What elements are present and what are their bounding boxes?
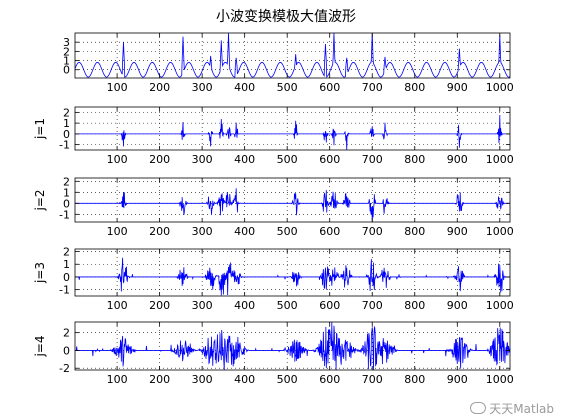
x-tick-label: 300 [192,153,213,166]
y-tick-label: 2 [63,175,70,188]
y-tick-label: 1 [63,117,70,130]
y-tick-label: -2 [59,362,70,375]
x-tick-label: 400 [234,373,255,386]
y-tick-label: 3 [63,36,70,49]
y-tick-label: 1 [63,186,70,199]
y-axis-label: j=4 [33,335,47,357]
x-tick-label: 400 [234,225,255,238]
x-tick-label: 1000 [486,225,514,238]
axes-box [74,177,511,223]
x-tick-label: 500 [277,81,298,94]
x-tick-label: 300 [192,225,213,238]
y-tick-label: 0 [63,64,70,77]
x-tick-label: 800 [404,81,425,94]
x-tick-label: 900 [447,373,468,386]
x-tick-label: 400 [234,153,255,166]
x-tick-label: 800 [404,299,425,312]
x-tick-label: 600 [319,153,340,166]
watermark-text: 天天Matlab [489,402,554,416]
x-tick-label: 1000 [486,373,514,386]
axes-box [74,248,511,297]
x-tick-label: 600 [319,81,340,94]
y-tick-label: 1 [63,55,70,68]
x-tick-label: 800 [404,225,425,238]
series-line-j=4 [75,321,511,371]
x-tick-label: 1000 [486,81,514,94]
y-axis-label: j=1 [33,118,47,140]
x-tick-label: 100 [107,81,128,94]
x-tick-label: 200 [149,153,170,166]
x-tick-label: 700 [362,153,383,166]
y-tick-label: -1 [59,284,70,297]
series-line-signal [74,32,511,78]
x-tick-label: 100 [107,153,128,166]
x-tick-label: 1000 [486,153,514,166]
x-tick-label: 200 [149,225,170,238]
figure-title: 小波变换模极大值波形 [216,8,356,25]
y-tick-label: 2 [63,246,70,259]
x-tick-label: 400 [234,81,255,94]
y-tick-label: 1 [63,258,70,271]
y-tick-label: 0 [63,197,70,210]
series-line-j=3 [75,257,510,296]
x-tick-label: 300 [192,81,213,94]
x-tick-label: 500 [277,299,298,312]
x-tick-label: 600 [319,373,340,386]
x-tick-label: 900 [447,153,468,166]
x-tick-label: 700 [362,299,383,312]
x-tick-label: 1000 [486,299,514,312]
x-tick-label: 300 [192,373,213,386]
x-tick-label: 500 [277,153,298,166]
axes-box [74,106,511,151]
x-tick-label: 300 [192,299,213,312]
y-axis-label: j=2 [33,189,47,211]
chart-panel-5: 100 200 300 400 500 600 700 800 900 1000 -2 0 2 j=4 [33,321,514,386]
y-tick-label: 2 [63,106,70,119]
x-tick-label: 700 [362,81,383,94]
x-tick-label: 200 [149,373,170,386]
x-tick-label: 100 [107,373,128,386]
y-tick-label: 0 [63,128,70,141]
wechat-logo-icon [470,402,487,414]
x-tick-label: 600 [319,299,340,312]
x-tick-label: 100 [107,299,128,312]
watermark: 天天Matlab [470,400,554,417]
x-tick-label: 600 [319,225,340,238]
x-tick-label: 200 [149,299,170,312]
y-tick-label: 2 [63,45,70,58]
y-tick-label: -1 [59,139,70,152]
series-line-j=2 [75,188,510,223]
x-tick-label: 200 [149,81,170,94]
x-tick-label: 100 [107,225,128,238]
series-line-j=1 [75,115,510,150]
y-tick-label: 0 [63,271,70,284]
x-tick-label: 500 [277,225,298,238]
axes-box [74,321,511,371]
x-tick-label: 900 [447,225,468,238]
x-tick-label: 800 [404,153,425,166]
y-axis-label: j=3 [33,262,47,284]
y-tick-label: 2 [63,327,70,340]
x-tick-label: 900 [447,81,468,94]
x-tick-label: 800 [404,373,425,386]
y-tick-label: -1 [59,208,70,221]
x-tick-label: 400 [234,299,255,312]
x-tick-label: 700 [362,373,383,386]
x-tick-label: 900 [447,299,468,312]
x-tick-label: 700 [362,225,383,238]
y-tick-label: 0 [63,344,70,357]
axes-box [74,32,511,79]
x-tick-label: 500 [277,373,298,386]
